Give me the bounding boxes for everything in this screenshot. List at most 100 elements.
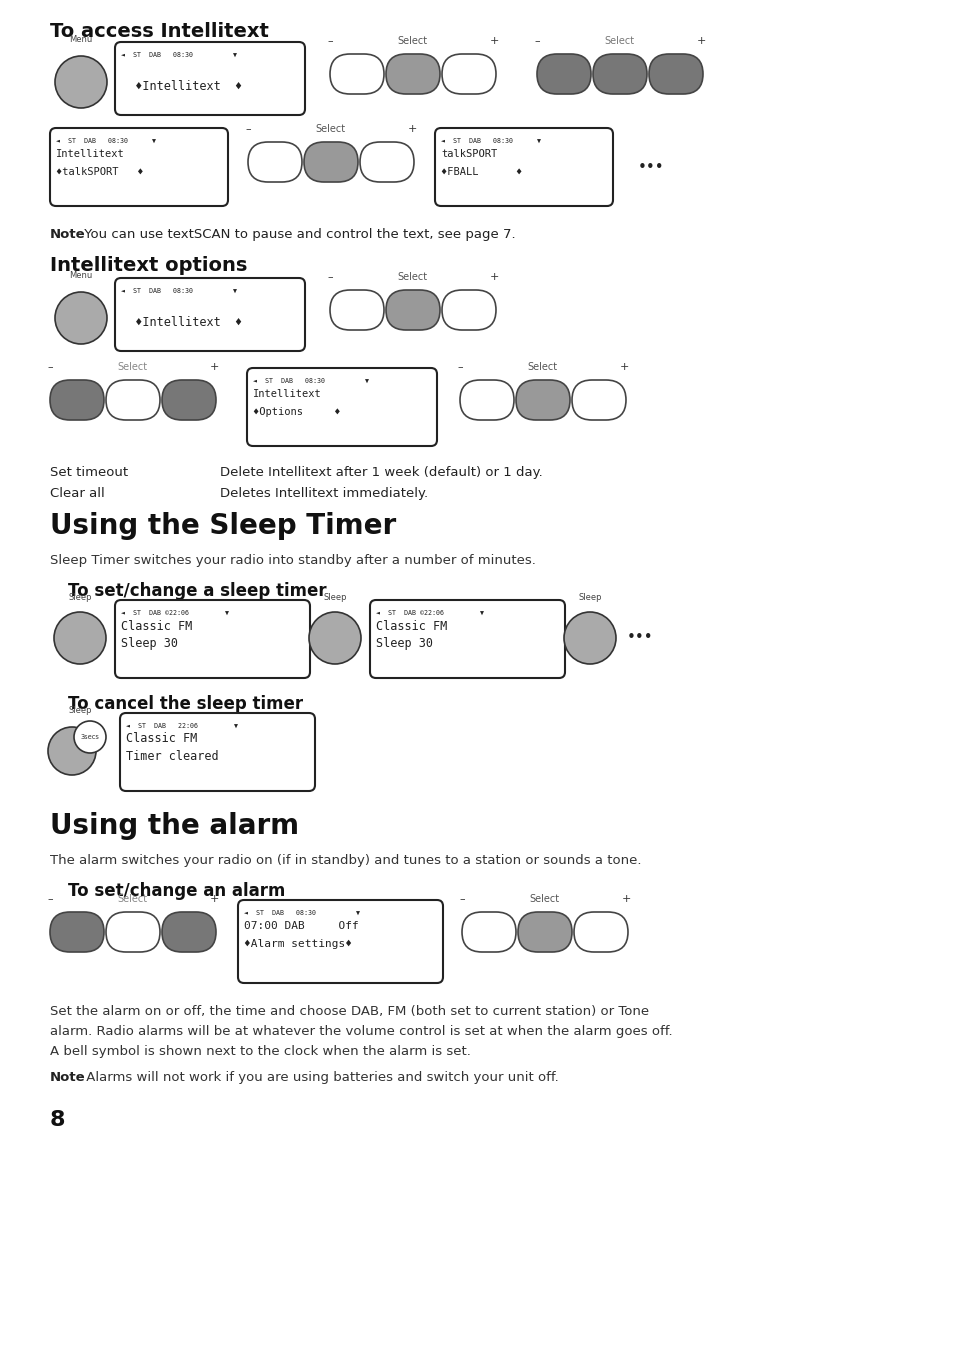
Text: To cancel the sleep timer: To cancel the sleep timer (68, 695, 303, 714)
FancyBboxPatch shape (517, 913, 572, 952)
Text: +: + (618, 362, 628, 372)
Text: Select: Select (526, 362, 557, 372)
FancyBboxPatch shape (441, 54, 496, 93)
Text: ◄  ST  DAB ©22:06         ▼: ◄ ST DAB ©22:06 ▼ (121, 611, 229, 616)
FancyBboxPatch shape (461, 913, 516, 952)
Text: Select: Select (117, 894, 147, 904)
FancyBboxPatch shape (572, 380, 625, 420)
FancyBboxPatch shape (106, 913, 160, 952)
Text: ◄  ST  DAB   08:30          ▼: ◄ ST DAB 08:30 ▼ (121, 288, 236, 294)
Text: 07:00 DAB     Off: 07:00 DAB Off (244, 921, 358, 932)
FancyBboxPatch shape (115, 278, 305, 351)
FancyBboxPatch shape (459, 380, 514, 420)
FancyBboxPatch shape (248, 142, 302, 181)
Text: ◄  ST  DAB   08:30          ▼: ◄ ST DAB 08:30 ▼ (244, 910, 359, 917)
Text: +: + (696, 37, 705, 46)
FancyBboxPatch shape (516, 380, 569, 420)
Text: Sleep: Sleep (578, 593, 601, 603)
FancyBboxPatch shape (574, 913, 627, 952)
Text: –: – (458, 894, 464, 904)
FancyBboxPatch shape (441, 290, 496, 330)
Text: To set/change a sleep timer: To set/change a sleep timer (68, 582, 326, 600)
FancyBboxPatch shape (237, 900, 442, 983)
FancyBboxPatch shape (120, 714, 314, 791)
Text: 8: 8 (50, 1110, 66, 1131)
FancyBboxPatch shape (330, 290, 384, 330)
Text: Clear all: Clear all (50, 487, 105, 500)
Text: Classic FM: Classic FM (375, 620, 447, 632)
Text: ◄  ST  DAB   08:30      ▼: ◄ ST DAB 08:30 ▼ (56, 138, 156, 144)
Text: –: – (456, 362, 462, 372)
FancyBboxPatch shape (386, 54, 439, 93)
FancyBboxPatch shape (247, 368, 436, 445)
Text: Sleep Timer switches your radio into standby after a number of minutes.: Sleep Timer switches your radio into sta… (50, 554, 536, 567)
Text: ♦talkSPORT   ♦: ♦talkSPORT ♦ (56, 167, 143, 177)
Text: Menu: Menu (70, 271, 92, 280)
Text: ◄  ST  DAB   08:30      ▼: ◄ ST DAB 08:30 ▼ (440, 138, 540, 144)
FancyBboxPatch shape (115, 42, 305, 115)
Text: To set/change an alarm: To set/change an alarm (68, 881, 285, 900)
Text: +: + (489, 37, 498, 46)
Text: +: + (620, 894, 630, 904)
Text: To access Intellitext: To access Intellitext (50, 22, 269, 41)
Text: ♦Intellitext  ♦: ♦Intellitext ♦ (121, 80, 242, 92)
Text: ♦Intellitext  ♦: ♦Intellitext ♦ (121, 315, 242, 329)
Text: Classic FM: Classic FM (121, 620, 193, 632)
Text: Intellitext: Intellitext (253, 389, 321, 399)
FancyBboxPatch shape (162, 913, 215, 952)
Text: +: + (407, 125, 416, 134)
Text: ♦Options     ♦: ♦Options ♦ (253, 408, 340, 417)
Text: Sleep: Sleep (69, 593, 91, 603)
Text: Select: Select (528, 894, 558, 904)
FancyBboxPatch shape (50, 129, 228, 206)
Circle shape (309, 612, 360, 663)
Text: •••: ••• (626, 631, 653, 646)
Text: You can use textSCAN to pause and control the text, see page 7.: You can use textSCAN to pause and contro… (80, 227, 515, 241)
Text: Alarms will not work if you are using batteries and switch your unit off.: Alarms will not work if you are using ba… (82, 1071, 558, 1085)
Text: Note: Note (50, 1071, 86, 1085)
Text: talkSPORT: talkSPORT (440, 149, 497, 158)
Text: Select: Select (396, 37, 427, 46)
Text: Classic FM: Classic FM (126, 733, 197, 746)
Text: Menu: Menu (70, 35, 92, 43)
Text: +: + (489, 272, 498, 282)
Text: Timer cleared: Timer cleared (126, 750, 218, 764)
FancyBboxPatch shape (115, 600, 310, 678)
Text: ◄  ST  DAB   08:30          ▼: ◄ ST DAB 08:30 ▼ (121, 51, 236, 58)
Text: Select: Select (603, 37, 634, 46)
FancyBboxPatch shape (435, 129, 613, 206)
Text: Select: Select (396, 272, 427, 282)
FancyBboxPatch shape (648, 54, 702, 93)
Text: Note: Note (50, 227, 86, 241)
FancyBboxPatch shape (386, 290, 439, 330)
Text: –: – (327, 272, 333, 282)
FancyBboxPatch shape (106, 380, 160, 420)
FancyBboxPatch shape (50, 380, 104, 420)
Text: +: + (209, 894, 218, 904)
Text: ♦Alarm settings♦: ♦Alarm settings♦ (244, 940, 352, 949)
Circle shape (48, 727, 96, 774)
Text: –: – (245, 125, 251, 134)
Text: –: – (47, 362, 52, 372)
Text: ◄  ST  DAB   22:06         ▼: ◄ ST DAB 22:06 ▼ (126, 723, 237, 728)
Text: alarm. Radio alarms will be at whatever the volume control is set at when the al: alarm. Radio alarms will be at whatever … (50, 1025, 672, 1039)
Circle shape (55, 56, 107, 108)
Text: +: + (209, 362, 218, 372)
Text: •••: ••• (638, 160, 664, 175)
FancyBboxPatch shape (593, 54, 646, 93)
FancyBboxPatch shape (370, 600, 564, 678)
Text: ◄  ST  DAB   08:30          ▼: ◄ ST DAB 08:30 ▼ (253, 378, 369, 385)
Circle shape (74, 720, 106, 753)
Text: Intellitext: Intellitext (56, 149, 125, 158)
Text: Using the alarm: Using the alarm (50, 812, 299, 839)
Text: Sleep 30: Sleep 30 (121, 638, 178, 650)
FancyBboxPatch shape (330, 54, 384, 93)
FancyBboxPatch shape (162, 380, 215, 420)
FancyBboxPatch shape (304, 142, 357, 181)
Text: Deletes Intellitext immediately.: Deletes Intellitext immediately. (220, 487, 428, 500)
Text: Sleep 30: Sleep 30 (375, 638, 433, 650)
Text: 3secs: 3secs (80, 734, 99, 741)
Text: The alarm switches your radio on (if in standby) and tunes to a station or sound: The alarm switches your radio on (if in … (50, 854, 640, 867)
Circle shape (54, 612, 106, 663)
Text: –: – (327, 37, 333, 46)
